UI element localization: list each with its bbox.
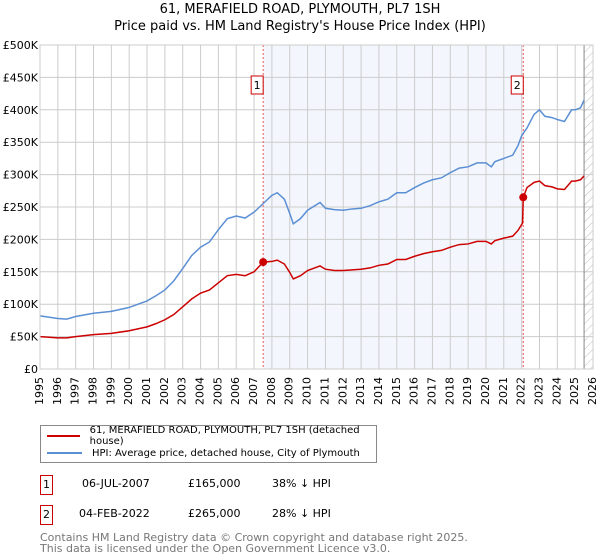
x-tick-label: 2012 bbox=[336, 377, 349, 405]
x-tick-label: 2001 bbox=[140, 377, 153, 405]
y-tick-label: £250K bbox=[3, 201, 39, 214]
x-tick-label: 2013 bbox=[354, 377, 367, 405]
x-tick-label: 1999 bbox=[104, 377, 117, 405]
sale-price: £265,000 bbox=[188, 507, 241, 520]
x-tick-label: 2019 bbox=[461, 377, 474, 405]
legend-label-hpi: HPI: Average price, detached house, City… bbox=[92, 447, 360, 459]
footer-licence: This data is licensed under the Open Gov… bbox=[40, 542, 391, 555]
y-tick-label: £50K bbox=[10, 331, 39, 344]
sale-point bbox=[259, 258, 268, 267]
x-tick-label: 2010 bbox=[301, 377, 314, 405]
x-tick-label: 2020 bbox=[479, 377, 492, 405]
x-tick-label: 2014 bbox=[372, 377, 385, 405]
footer-copyright: Contains HM Land Registry data © Crown c… bbox=[40, 531, 468, 544]
chart-title: 61, MERAFIELD ROAD, PLYMOUTH, PL7 1SH bbox=[159, 2, 441, 17]
sale-point bbox=[519, 193, 528, 202]
legend-swatch-property bbox=[47, 435, 80, 437]
x-tick-label: 2007 bbox=[247, 377, 260, 405]
sale-date: 04-FEB-2022 bbox=[79, 507, 150, 520]
line-chart: 1995 1996 1997 1998 1999 2000 2001 2002 2003 2004… bbox=[3, 39, 599, 405]
y-tick-label: £150K bbox=[3, 266, 39, 279]
sale-annotation-label: 1 bbox=[254, 79, 261, 92]
x-tick-label: 1998 bbox=[87, 377, 100, 405]
x-tick-label: 1997 bbox=[69, 377, 82, 405]
sale-marker-2: 2 bbox=[40, 505, 53, 525]
x-tick-label: 2011 bbox=[318, 377, 331, 405]
x-tick-label: 2006 bbox=[229, 377, 242, 405]
plot-frame bbox=[39, 44, 594, 370]
x-tick-label: 1996 bbox=[51, 377, 64, 405]
x-tick-label: 2026 bbox=[586, 377, 599, 405]
x-tick-label: 2003 bbox=[176, 377, 189, 405]
x-tick-label: 2004 bbox=[194, 377, 207, 405]
series-line-hpi bbox=[39, 99, 585, 320]
x-tick-label: 2018 bbox=[443, 377, 456, 405]
x-tick-label: 1995 bbox=[33, 377, 46, 405]
x-tick-label: 2023 bbox=[532, 377, 545, 405]
sale-date: 06-JUL-2007 bbox=[82, 477, 150, 490]
y-tick-label: £350K bbox=[3, 136, 39, 149]
sale-annotation-box bbox=[250, 75, 264, 95]
x-tick-label: 2017 bbox=[425, 377, 438, 405]
y-tick-label: £500K bbox=[3, 39, 39, 52]
x-tick-label: 2025 bbox=[568, 377, 581, 405]
x-tick-label: 2022 bbox=[515, 377, 528, 405]
chart-subtitle: Price paid vs. HM Land Registry's House … bbox=[114, 19, 486, 34]
sale-marker-1: 1 bbox=[40, 475, 53, 495]
x-tick-label: 2005 bbox=[211, 377, 224, 405]
y-tick-label: £0 bbox=[24, 363, 38, 376]
y-tick-label: £400K bbox=[3, 104, 39, 117]
sale-hpi-diff: 28% ↓ HPI bbox=[272, 507, 331, 520]
sale-annotation-box bbox=[510, 75, 524, 95]
x-tick-label: 2008 bbox=[265, 377, 278, 405]
x-tick-label: 2015 bbox=[390, 377, 403, 405]
y-tick-label: £200K bbox=[3, 233, 39, 246]
x-tick-label: 2016 bbox=[408, 377, 421, 405]
x-tick-label: 2002 bbox=[158, 377, 171, 405]
legend: 61, MERAFIELD ROAD, PLYMOUTH, PL7 1SH (d… bbox=[40, 425, 377, 463]
x-tick-label: 2024 bbox=[550, 377, 563, 405]
sale-annotation-label: 2 bbox=[514, 79, 521, 92]
sale-price: £165,000 bbox=[188, 477, 241, 490]
y-tick-label: £300K bbox=[3, 169, 39, 182]
sale-hpi-diff: 38% ↓ HPI bbox=[272, 477, 331, 490]
y-tick-label: £100K bbox=[3, 298, 39, 311]
x-tick-label: 2000 bbox=[122, 377, 135, 405]
y-tick-label: £450K bbox=[3, 71, 39, 84]
x-tick-label: 2009 bbox=[283, 377, 296, 405]
x-tick-label: 2021 bbox=[497, 377, 510, 405]
legend-swatch-hpi bbox=[47, 452, 82, 454]
legend-label-property: 61, MERAFIELD ROAD, PLYMOUTH, PL7 1SH (d… bbox=[89, 425, 360, 447]
